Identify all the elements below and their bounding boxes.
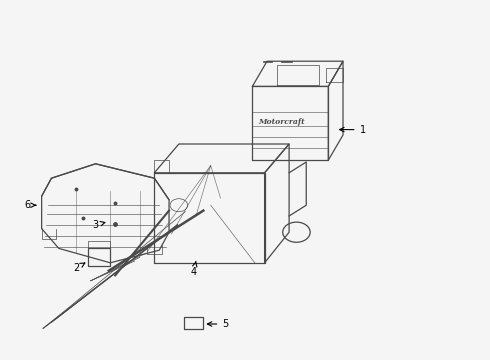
Text: 5: 5 — [207, 319, 228, 329]
Text: 6: 6 — [24, 200, 36, 210]
Text: 3: 3 — [93, 220, 105, 230]
Text: 1: 1 — [340, 125, 366, 135]
Text: 4: 4 — [191, 261, 197, 277]
Text: 2: 2 — [73, 263, 85, 273]
Text: Motorcraft: Motorcraft — [258, 118, 305, 126]
